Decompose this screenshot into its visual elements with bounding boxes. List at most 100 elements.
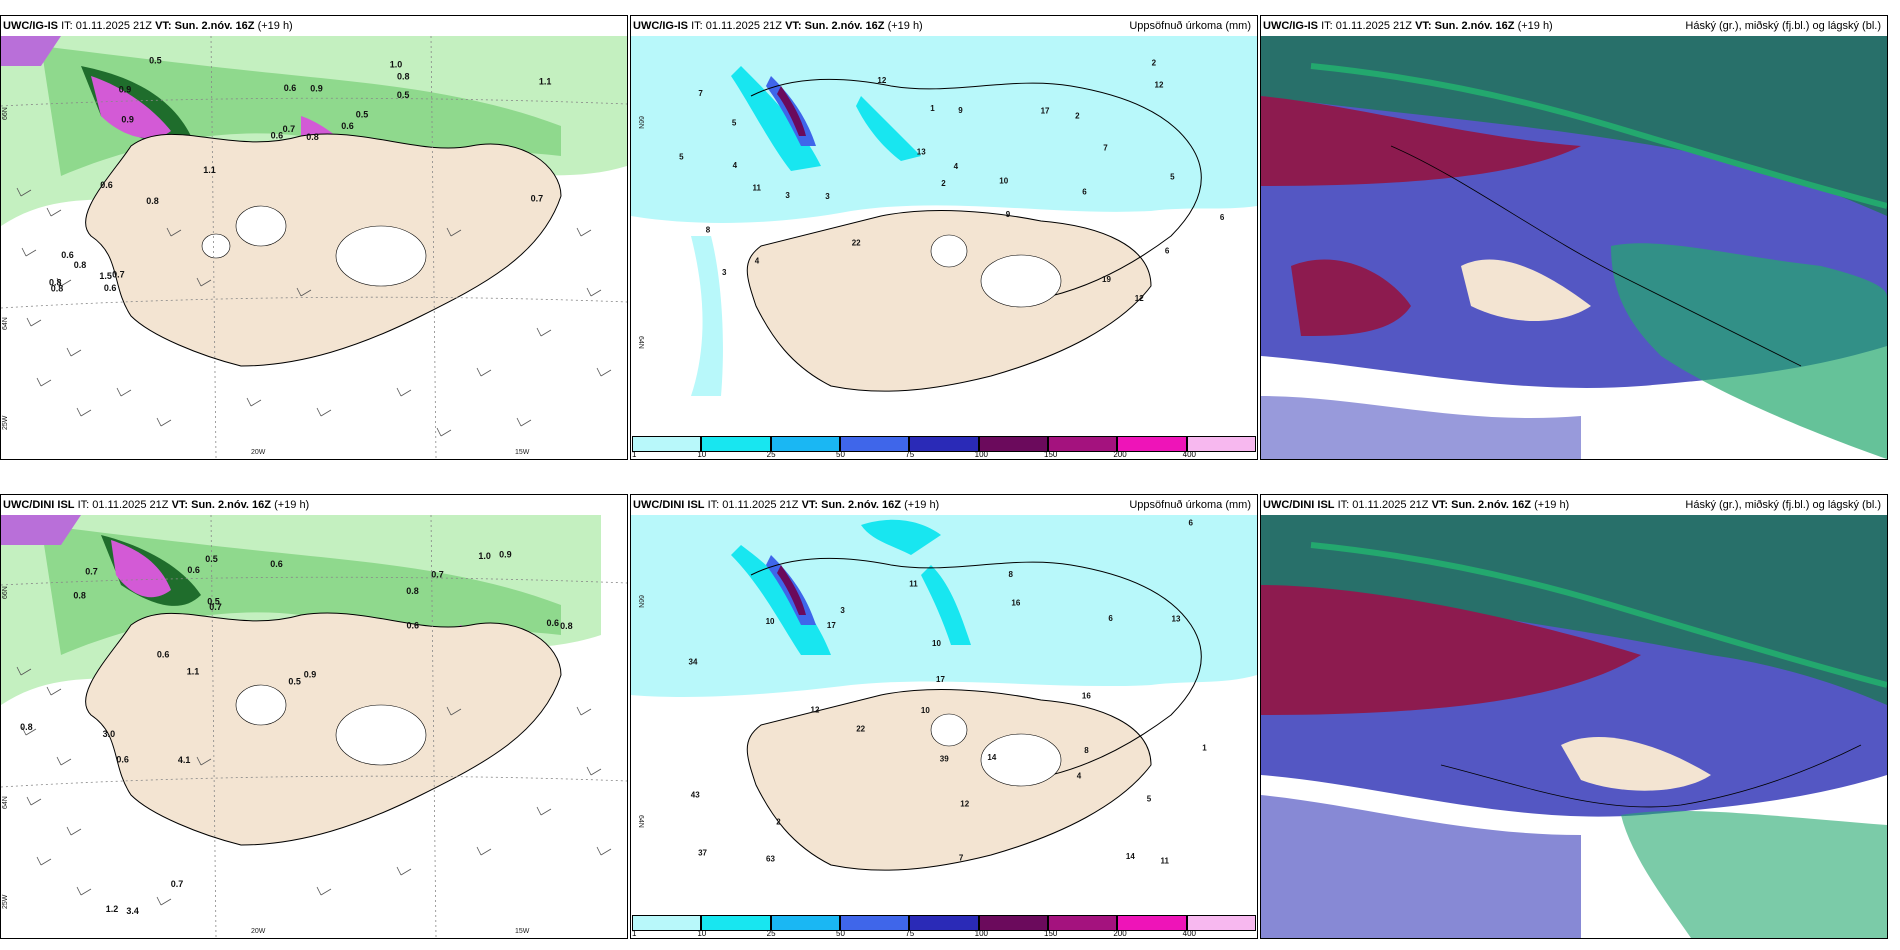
init-time: 01.11.2025 21Z	[705, 20, 782, 32]
panel-wind-bottom: UWC/DINI ISL IT: 01.11.2025 21Z VT: Sun.…	[0, 494, 628, 939]
value-label: 6	[1189, 519, 1194, 528]
value-label: 63	[766, 854, 775, 863]
value-label: 0.8	[560, 621, 573, 631]
value-label: 14	[1126, 852, 1135, 861]
legend-swatch	[978, 436, 1048, 452]
value-label: 5	[1147, 794, 1152, 803]
value-label: 17	[936, 675, 945, 684]
value-label: 1.0	[390, 60, 403, 70]
init-time: 01.11.2025 21Z	[1335, 20, 1412, 32]
panel-wind-top: UWC/IG-IS IT: 01.11.2025 21Z VT: Sun. 2.…	[0, 15, 628, 460]
value-label: 3	[785, 191, 790, 200]
legend-tick-label: 150	[1044, 929, 1058, 938]
lon-label: 25W	[2, 894, 9, 909]
panel-header: UWC/DINI ISL IT: 01.11.2025 21Z VT: Sun.…	[1261, 495, 1887, 515]
vt-label: VT:	[1415, 20, 1432, 32]
value-label: 22	[852, 238, 861, 247]
init-time: 01.11.2025 21Z	[722, 499, 799, 511]
value-label: 2	[941, 179, 946, 188]
value-label: 12	[960, 800, 969, 809]
value-label: 3	[825, 192, 830, 201]
legend-tick-label: 10	[697, 929, 707, 938]
lead-time: (+19 h)	[887, 20, 923, 32]
value-label: 3.0	[103, 729, 116, 739]
model-name: UWC/DINI ISL	[633, 499, 705, 511]
model-name: UWC/IG-IS	[633, 20, 688, 32]
lat-label: 66N	[2, 586, 9, 599]
legend-swatch	[840, 915, 910, 931]
value-label: 4	[954, 162, 959, 171]
value-label: 0.9	[121, 115, 134, 125]
value-label: 6	[1108, 614, 1113, 623]
value-label: 0.6	[341, 121, 354, 131]
value-label: 1.1	[203, 165, 216, 175]
it-label: IT:	[707, 499, 720, 511]
legend-swatch	[1117, 915, 1187, 931]
value-label: 13	[1172, 614, 1181, 623]
lead-time: (+19 h)	[257, 20, 293, 32]
lon-label: 15W	[515, 928, 530, 935]
value-label: 39	[940, 755, 949, 764]
value-label: 13	[917, 148, 926, 157]
value-label: 0.7	[283, 124, 296, 134]
legend-tick-label: 100	[974, 929, 989, 938]
value-label: 1	[1202, 743, 1207, 752]
init-time: 01.11.2025 21Z	[75, 20, 152, 32]
legend-tick-label: 1	[632, 450, 637, 459]
vt-label: VT:	[155, 20, 172, 32]
value-label: 0.6	[104, 283, 117, 293]
lon-label: 20W	[251, 449, 266, 456]
value-label: 0.8	[306, 132, 319, 142]
value-label: 0.8	[397, 72, 410, 82]
panel-precip-bottom: UWC/DINI ISL IT: 01.11.2025 21Z VT: Sun.…	[630, 494, 1258, 939]
model-name: UWC/DINI ISL	[1263, 499, 1335, 511]
value-label: 10	[932, 639, 941, 648]
value-label: 3	[722, 268, 727, 277]
panel-header: UWC/IG-IS IT: 01.11.2025 21Z VT: Sun. 2.…	[1, 16, 627, 36]
lead-time: (+19 h)	[1517, 20, 1553, 32]
it-label: IT:	[691, 20, 703, 32]
legend-tick-label: 50	[836, 450, 845, 459]
valid-time: Sun. 2.nóv. 16Z	[174, 20, 255, 32]
valid-time: Sun. 2.nóv. 16Z	[191, 499, 271, 511]
value-label: 3.4	[126, 906, 139, 916]
vt-label: VT:	[171, 499, 189, 511]
valid-time: Sun. 2.nóv. 16Z	[1451, 499, 1531, 511]
value-label: 8	[706, 226, 711, 235]
value-label: 0.7	[531, 194, 544, 204]
vt-label: VT:	[785, 20, 802, 32]
value-label: 0.6	[547, 618, 560, 628]
panel-title: Uppsöfnuð úrkoma (mm)	[1129, 499, 1251, 511]
it-label: IT:	[1337, 499, 1350, 511]
legend-tick-label: 25	[766, 929, 776, 938]
cloud-map	[1261, 515, 1887, 938]
panel-cloud-top: UWC/IG-IS IT: 01.11.2025 21Z VT: Sun. 2.…	[1260, 15, 1888, 460]
value-label: 0.8	[20, 722, 33, 732]
wind-map: 66N 64N 25W 20W 15W 0.7 0.60.80.91.00.50.…	[1, 515, 627, 938]
value-label: 6	[1082, 188, 1087, 197]
panel-title: Háský (gr.), miðský (fj.bl.) og lágský (…	[1685, 499, 1881, 511]
it-label: IT:	[1321, 20, 1333, 32]
value-label: 0.7	[112, 269, 125, 279]
value-label: 10	[921, 706, 930, 715]
value-label: 0.7	[209, 602, 222, 612]
wind-map: 66N 64N 25W 20W 15W 0.80.90.70.60.51.11.…	[1, 36, 627, 459]
value-label: 4	[755, 257, 760, 266]
it-label: IT:	[61, 20, 73, 32]
legend-tick-label: 400	[1182, 450, 1197, 459]
value-label: 0.8	[406, 586, 419, 596]
valid-time: Sun. 2.nóv. 16Z	[1434, 20, 1515, 32]
value-label: 0.6	[407, 621, 420, 631]
value-label: 0.6	[116, 755, 129, 765]
lon-label: 20W	[251, 928, 266, 935]
value-label: 1.2	[106, 904, 119, 914]
value-label: 43	[691, 791, 700, 800]
lon-label: 15W	[515, 449, 530, 456]
precip-values: 1011871610221714121110865432113121634634…	[689, 519, 1208, 866]
panel-header: UWC/DINI ISL IT: 01.11.2025 21Z VT: Sun.…	[1, 495, 627, 515]
legend-tick-label: 25	[766, 450, 776, 459]
value-label: 0.6	[284, 83, 297, 93]
value-label: 0.5	[288, 677, 301, 687]
value-label: 12	[877, 76, 886, 85]
value-label: 4	[1077, 772, 1082, 781]
